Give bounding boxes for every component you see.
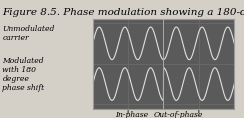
Text: Out-of-phase: Out-of-phase (153, 111, 203, 118)
Text: Unmodulated
carrier: Unmodulated carrier (2, 25, 55, 42)
Text: Modulated
with 180
degree
phase shift: Modulated with 180 degree phase shift (2, 57, 45, 92)
Text: Figure 8.5. Phase modulation showing a 180-degree phase shift.: Figure 8.5. Phase modulation showing a 1… (2, 8, 244, 17)
Text: In-phase: In-phase (115, 111, 148, 118)
